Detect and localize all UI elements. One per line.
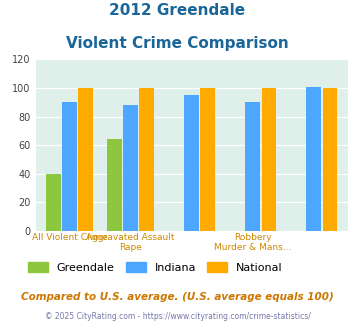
Bar [46,174,61,231]
Bar [245,102,260,231]
Bar [306,86,321,231]
Bar [323,88,338,231]
Bar [140,88,154,231]
Text: Rape: Rape [119,243,142,251]
Text: All Violent Crime: All Violent Crime [32,233,108,242]
Text: Compared to U.S. average. (U.S. average equals 100): Compared to U.S. average. (U.S. average … [21,292,334,302]
Bar [184,95,199,231]
Text: Aggravated Assault: Aggravated Assault [86,233,175,242]
Bar [78,88,93,231]
Text: Robbery: Robbery [234,233,272,242]
Bar [107,140,122,231]
Text: © 2025 CityRating.com - https://www.cityrating.com/crime-statistics/: © 2025 CityRating.com - https://www.city… [45,312,310,321]
Text: Violent Crime Comparison: Violent Crime Comparison [66,36,289,51]
Text: Murder & Mans...: Murder & Mans... [214,243,291,251]
Bar [62,102,77,231]
Bar [201,88,215,231]
Text: 2012 Greendale: 2012 Greendale [109,3,246,18]
Legend: Greendale, Indiana, National: Greendale, Indiana, National [23,258,287,278]
Bar [262,88,277,231]
Bar [123,105,138,231]
